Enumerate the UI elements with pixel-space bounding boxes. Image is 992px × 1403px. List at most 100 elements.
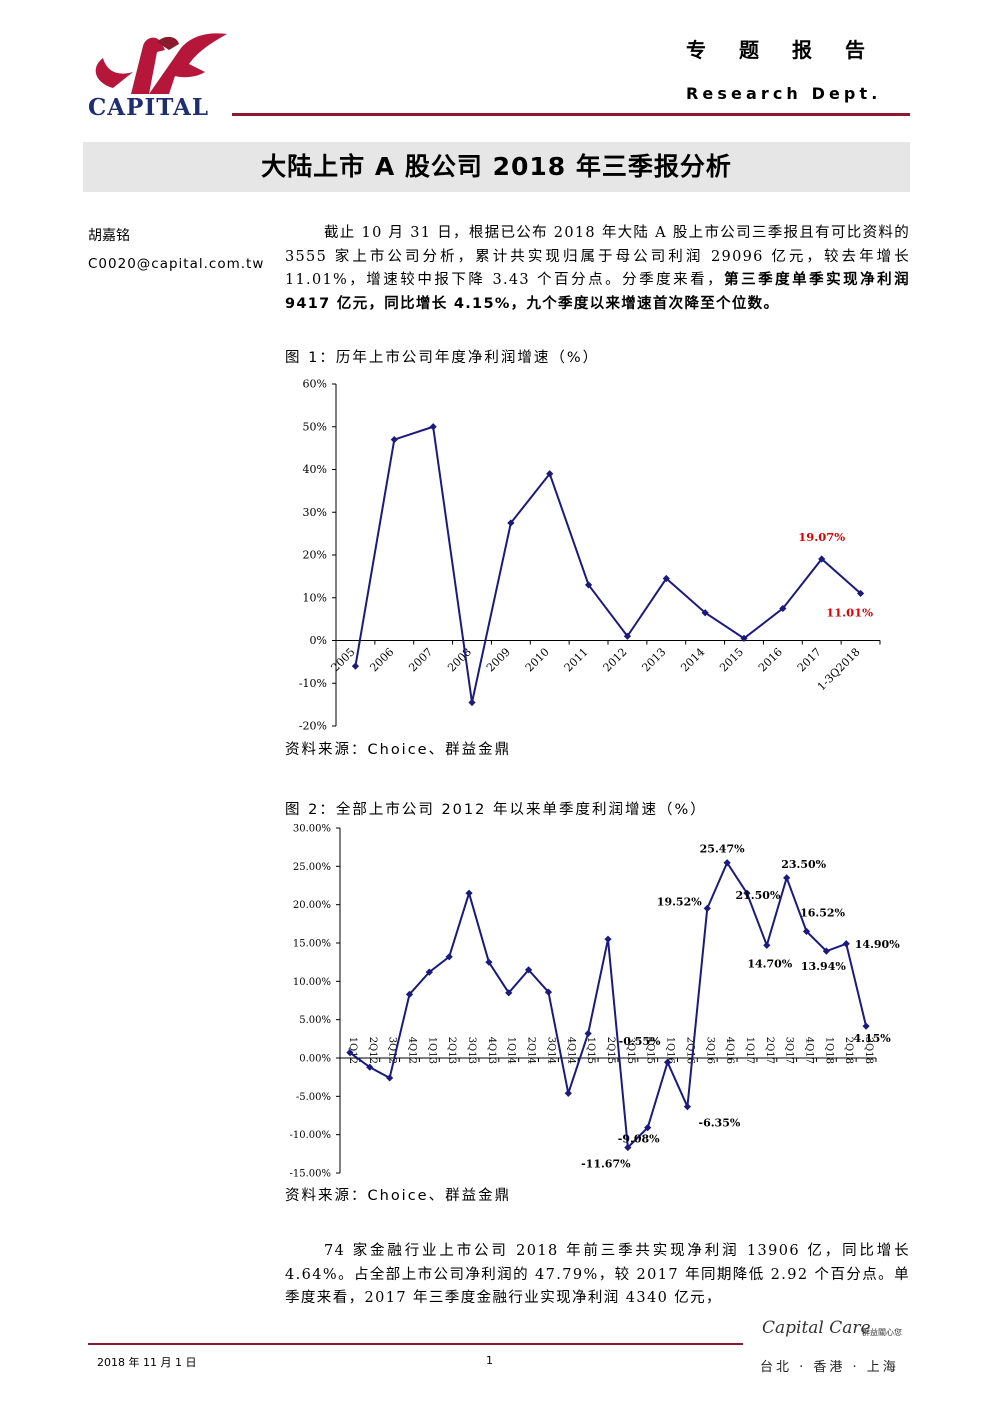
data-point-marker [386,1074,394,1082]
data-label: 19.07% [798,530,845,544]
x-tick-label: 2007 [406,645,435,674]
data-label: 14.70% [747,957,792,970]
y-tick-label: 50% [303,420,327,433]
data-label: 14.90% [855,938,900,951]
data-label: 16.52% [800,906,845,919]
y-tick-label: 30.00% [293,824,331,835]
data-label: -9.08% [618,1133,660,1146]
x-tick-label: 2Q18 [843,1037,854,1064]
y-tick-label: 0% [310,634,327,647]
data-point-marker [842,940,850,948]
data-point-marker [663,1058,672,1066]
x-tick-label: 1Q14 [506,1037,517,1064]
figure1-source: 资料来源：Choice、群益金鼎 [285,742,512,758]
y-tick-label: 20.00% [293,900,331,911]
data-point-marker [564,1089,572,1097]
data-label: -11.67% [581,1157,631,1170]
y-tick-label: 5.00% [299,1015,331,1026]
y-tick-label: 30% [303,506,327,519]
x-tick-label: 2015 [717,645,746,674]
y-tick-label: -10% [299,677,327,690]
x-tick-label: 2Q15 [605,1037,616,1064]
logo-wordmark: CAPITAL [88,94,210,121]
y-tick-label: -5.00% [296,1092,331,1103]
x-tick-label: 2Q14 [526,1037,537,1064]
x-tick-label: 4Q16 [724,1037,735,1064]
data-point-marker [723,859,731,867]
x-tick-label: 2Q12 [367,1037,378,1064]
data-point-marker [584,1029,592,1038]
y-tick-label: 15.00% [293,939,331,950]
x-tick-label: 2011 [562,645,591,674]
x-tick-label: 2012 [601,645,630,674]
x-tick-label: 4Q15 [645,1037,656,1064]
data-label: -6.35% [699,1117,741,1130]
data-point-marker [468,698,476,707]
intro-paragraph: 截止 10 月 31 日，根据已公布 2018 年大陆 A 股上市公司三季报且有… [285,222,910,316]
data-point-marker [802,927,811,935]
x-tick-label: 3Q16 [704,1037,715,1064]
data-label: 4.15% [853,1032,891,1045]
quarterly-profit-growth-chart: -15.00% -10.00% -5.00% 0.00% 5.00% 10.00% 15.0… [289,824,900,1180]
series-line [349,860,868,1150]
x-tick-label: 4Q13 [486,1037,497,1064]
x-tick-label: 1Q16 [665,1037,676,1064]
footer-brand-logo: Capital Care [762,1318,871,1338]
x-tick-label: 2Q17 [764,1037,775,1064]
data-point-marker [779,604,787,613]
data-point-marker [701,609,709,617]
x-tick-label: 2010 [523,645,552,674]
page-number: 1 [486,1354,493,1367]
data-point-marker [703,904,711,912]
x-tick-label: 2Q16 [684,1037,695,1064]
data-point-marker [783,874,791,882]
figure2-title: 图 2：全部上市公司 2012 年以来单季度利润增速（%） [285,802,707,818]
title-banner [83,142,910,192]
data-label: 11.01% [826,605,873,619]
data-point-marker [862,1022,870,1030]
y-tick-label: 60% [303,378,327,391]
x-tick-label: 3Q18 [863,1037,874,1064]
x-tick-label: 2Q13 [446,1037,457,1064]
y-tick-label: -20% [299,720,327,733]
figure2-source: 资料来源：Choice、群益金鼎 [285,1188,512,1204]
data-point-marker [623,632,632,640]
author-email: C0020@capital.com.tw [88,256,265,272]
x-tick-label: 1Q15 [585,1037,596,1064]
data-point-marker [351,662,360,670]
x-tick-label: 1Q18 [823,1037,834,1064]
capital-logo-emblem [95,33,227,94]
financial-sector-paragraph: 74 家金融行业上市公司 2018 年前三季共实现净利润 13906 亿，同比增… [285,1243,910,1306]
x-tick-label: 2005 [329,645,358,674]
author-name: 胡嘉铭 [88,228,130,244]
x-tick-label: 2014 [678,645,707,674]
x-tick-label: 4Q12 [406,1037,417,1064]
data-point-marker [644,1124,652,1132]
x-tick-label: 2016 [756,645,785,674]
x-tick-label: 2006 [367,645,396,674]
data-point-marker [390,435,398,444]
x-tick-label: 3Q17 [784,1037,795,1064]
data-point-marker [740,634,748,642]
x-tick-label: 3Q12 [387,1037,398,1064]
data-point-marker [662,574,670,583]
data-point-marker [429,423,437,431]
data-point-marker [604,935,612,943]
x-tick-label: 3Q13 [466,1037,477,1064]
data-point-marker [465,889,473,897]
series-line [354,425,862,703]
data-label: 19.52% [657,895,702,908]
intro-text: 截止 10 月 31 日，根据已公布 2018 年大陆 A 股上市公司三季报且有… [285,225,910,288]
x-tick-label: 2017 [795,645,824,674]
x-tick-label: 2009 [484,645,513,674]
header-divider [232,113,910,116]
footer-cities: 台北 · 香港 · 上海 [760,1360,899,1375]
data-point-marker [366,1063,374,1071]
y-tick-label: 10.00% [293,977,331,988]
x-tick-label: 1-3Q2018 [815,645,863,693]
data-point-marker [624,1143,632,1152]
x-tick-label: 4Q14 [565,1037,576,1064]
figure1-title: 图 1：历年上市公司年度净利润增速（%） [285,350,600,366]
report-type-label: 专题报告 [686,38,898,62]
y-tick-label: 10% [303,591,327,604]
